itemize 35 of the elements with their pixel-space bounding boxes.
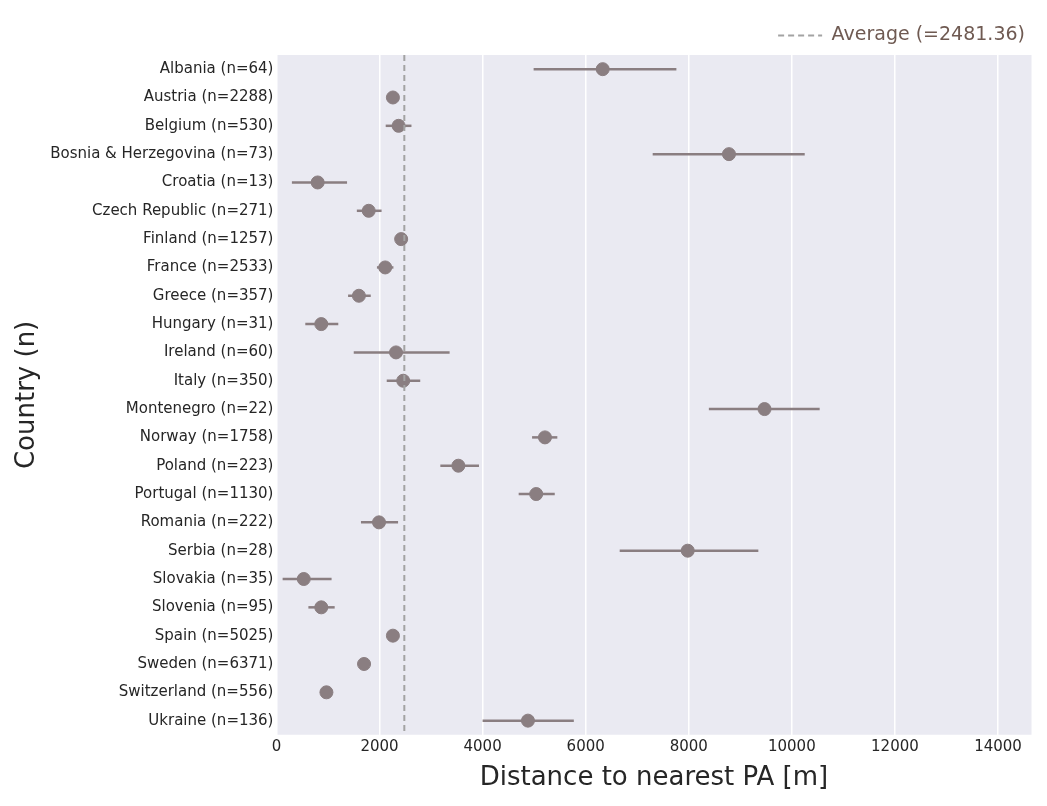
y-tick-label: Czech Republic (n=271) bbox=[92, 200, 274, 219]
y-tick-label: Austria (n=2288) bbox=[143, 87, 274, 106]
y-tick-label: Romania (n=222) bbox=[140, 512, 274, 531]
y-tick-label: Poland (n=223) bbox=[156, 455, 274, 474]
x-tick-label: 2000 bbox=[360, 736, 399, 755]
y-tick-label: Serbia (n=28) bbox=[168, 540, 274, 559]
y-tick-label: Montenegro (n=22) bbox=[125, 398, 274, 417]
y-tick-label: Spain (n=5025) bbox=[154, 625, 274, 644]
y-tick-label: France (n=2533) bbox=[146, 257, 274, 276]
y-tick-label: Switzerland (n=556) bbox=[118, 682, 274, 701]
x-tick-label: 4000 bbox=[463, 736, 502, 755]
y-tick-label: Bosnia & Herzegovina (n=73) bbox=[50, 144, 274, 163]
x-axis-title: Distance to nearest PA [m] bbox=[479, 761, 829, 792]
x-tick-label: 0 bbox=[271, 736, 282, 755]
y-tick-label: Hungary (n=31) bbox=[151, 313, 274, 332]
y-tick-label: Norway (n=1758) bbox=[139, 427, 274, 446]
y-tick-label: Italy (n=350) bbox=[173, 370, 274, 389]
y-tick-label: Croatia (n=13) bbox=[161, 172, 274, 191]
y-tick-label: Finland (n=1257) bbox=[143, 229, 274, 247]
y-tick-label: Ireland (n=60) bbox=[163, 342, 274, 361]
x-tick-label: 14000 bbox=[974, 736, 1022, 755]
y-tick-label: Greece (n=357) bbox=[152, 285, 274, 304]
x-tick-label: 12000 bbox=[871, 736, 919, 755]
y-tick-label: Sweden (n=6371) bbox=[137, 653, 274, 672]
y-tick-label: Slovakia (n=35) bbox=[152, 568, 274, 587]
y-tick-label: Belgium (n=530) bbox=[144, 115, 274, 134]
y-tick-label: Portugal (n=1130) bbox=[134, 483, 274, 502]
x-tick-label: 10000 bbox=[767, 736, 816, 755]
x-tick-label: 6000 bbox=[566, 736, 605, 755]
x-tick-label: 8000 bbox=[669, 736, 708, 755]
y-axis-title: Country (n) bbox=[10, 320, 41, 470]
y-tick-label: Albania (n=64) bbox=[159, 59, 274, 78]
y-tick-label: Slovenia (n=95) bbox=[151, 597, 274, 616]
legend-label: Average (=2481.36) bbox=[831, 22, 1026, 45]
y-tick-label: Ukraine (n=136) bbox=[148, 710, 274, 729]
